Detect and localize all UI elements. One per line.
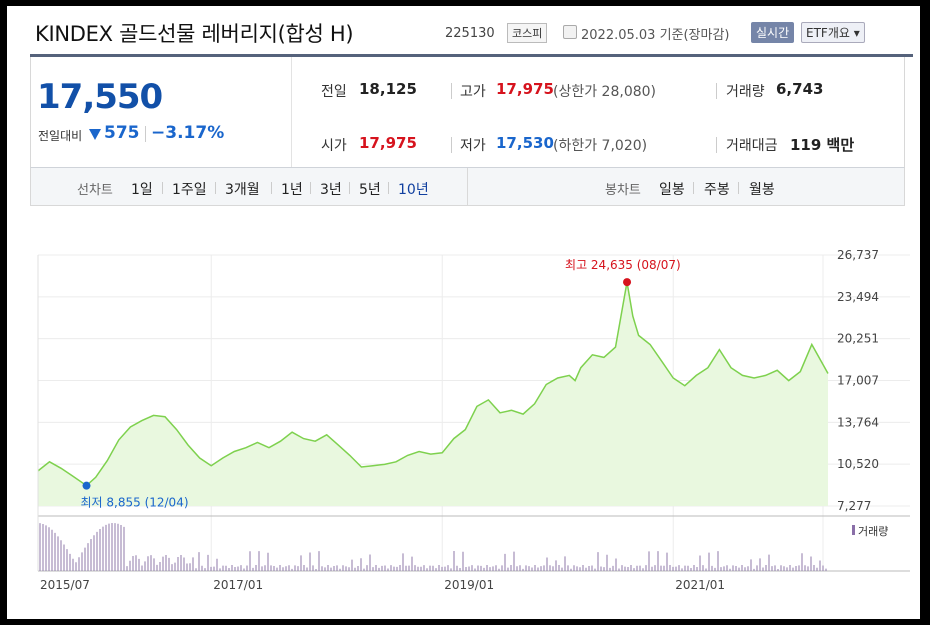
high-label: 고가 — [460, 84, 486, 100]
market-badge: 코스피 — [507, 23, 548, 43]
trade-amount-value: 119 백만 — [790, 136, 855, 154]
etf-overview-dropdown[interactable]: ETF개요 ▾ — [801, 22, 865, 43]
y-tick-label: 26,737 — [837, 248, 879, 262]
min-label: 최저 8,855 (12/04) — [81, 496, 189, 510]
low-label: 저가 — [460, 138, 486, 154]
change-amount: 575 — [104, 123, 140, 143]
as-of-date: 2022.05.03 기준(장마감) — [581, 28, 730, 43]
divider — [693, 182, 694, 194]
candle-daily[interactable]: 일봉 — [659, 182, 685, 198]
change-separator — [145, 126, 146, 142]
divider — [716, 137, 717, 153]
divider — [451, 137, 452, 153]
x-tick-label: 2017/01 — [213, 578, 263, 592]
quote-panel: 17,550 전일대비 575 −3.17% 전일 18,125 고가 17,9… — [30, 57, 905, 168]
line-chart-label: 선차트 — [77, 183, 113, 198]
high-value: 17,975 — [496, 80, 554, 98]
max-marker — [623, 278, 632, 287]
price-column: 17,550 전일대비 575 −3.17% — [31, 57, 292, 167]
period-5y[interactable]: 5년 — [359, 182, 381, 198]
price-line — [37, 281, 829, 487]
y-tick-label: 17,007 — [837, 374, 879, 388]
divider — [162, 182, 163, 194]
period-3m[interactable]: 3개월 — [225, 182, 260, 198]
divider — [271, 182, 272, 194]
max-label: 최고 24,635 (08/07) — [565, 258, 681, 272]
period-3y[interactable]: 3년 — [320, 182, 342, 198]
volume-value: 6,743 — [776, 80, 824, 98]
lower-limit: (하한가 7,020) — [553, 138, 648, 154]
candle-monthly[interactable]: 월봉 — [749, 182, 775, 198]
divider — [451, 83, 452, 99]
calendar-icon — [563, 25, 577, 39]
min-marker — [82, 481, 91, 490]
divider — [310, 182, 311, 194]
volume-legend-swatch — [852, 525, 855, 535]
open-value: 17,975 — [359, 134, 417, 152]
prev-close-value: 18,125 — [359, 80, 417, 98]
x-tick-label: 2015/07 — [40, 578, 90, 592]
upper-limit: (상한가 28,080) — [553, 84, 657, 100]
volume-label: 거래량 — [726, 84, 765, 100]
divider — [349, 182, 350, 194]
x-tick-label: 2019/01 — [444, 578, 494, 592]
prev-close-label: 전일 — [321, 84, 347, 100]
trade-amount-label: 거래대금 — [726, 138, 778, 154]
low-value: 17,530 — [496, 134, 554, 152]
period-1y[interactable]: 1년 — [281, 182, 303, 198]
candle-weekly[interactable]: 주봉 — [704, 182, 730, 198]
title-divider — [30, 54, 913, 57]
bar-divider — [467, 168, 468, 205]
etf-name: KINDEX 골드선물 레버리지(합성 H) — [35, 22, 354, 46]
period-1d[interactable]: 1일 — [131, 182, 153, 198]
period-1w[interactable]: 1주일 — [172, 182, 207, 198]
y-tick-label: 23,494 — [837, 290, 879, 304]
title-row: KINDEX 골드선물 레버리지(합성 H) 225130 코스피 2022.0… — [35, 14, 905, 48]
y-tick-label: 20,251 — [837, 332, 879, 346]
y-tick-label: 10,520 — [837, 457, 879, 471]
change-label: 전일대비 — [38, 129, 83, 143]
realtime-button[interactable]: 실시간 — [751, 22, 795, 43]
y-tick-label: 7,277 — [837, 499, 871, 513]
divider — [738, 182, 739, 194]
open-label: 시가 — [321, 138, 347, 154]
period-10y[interactable]: 10년 — [398, 182, 429, 198]
price-area — [38, 282, 828, 506]
ticker-code: 225130 — [445, 26, 495, 41]
down-arrow-icon — [89, 129, 101, 140]
current-price: 17,550 — [37, 77, 163, 117]
change-percent: −3.17% — [151, 123, 225, 143]
divider — [716, 83, 717, 99]
divider — [388, 182, 389, 194]
volume-legend-label: 거래량 — [858, 525, 888, 538]
y-tick-label: 13,764 — [837, 415, 879, 429]
divider — [215, 182, 216, 194]
candle-chart-label: 봉차트 — [605, 183, 641, 198]
period-bar: 선차트 1일 1주일 3개월 1년 3년 5년 10년 봉차트 일봉 주봉 월봉 — [30, 167, 905, 206]
x-tick-label: 2021/01 — [675, 578, 725, 592]
